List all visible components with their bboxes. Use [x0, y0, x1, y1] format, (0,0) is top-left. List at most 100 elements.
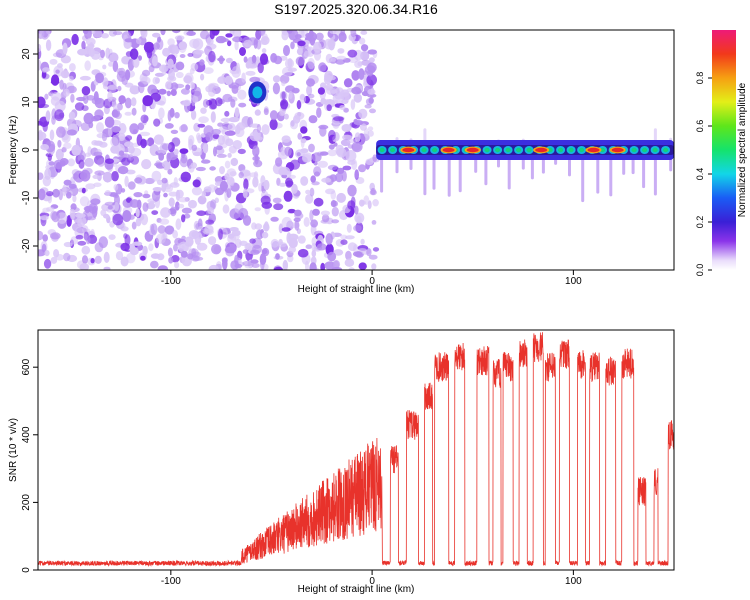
- noise-blob: [278, 223, 284, 234]
- noise-blob: [180, 171, 191, 183]
- noise-blob: [238, 171, 244, 179]
- noise-blob: [312, 208, 320, 216]
- band-node-core: [390, 147, 396, 153]
- snr-series-line: [38, 332, 674, 568]
- noise-blob: [42, 67, 51, 73]
- noise-blob: [108, 125, 113, 138]
- noise-blob: [127, 181, 136, 190]
- noise-blob: [220, 117, 231, 123]
- noise-blob: [133, 192, 143, 198]
- noise-blob: [293, 217, 301, 222]
- noise-blob: [218, 126, 228, 133]
- noise-blob: [152, 187, 163, 192]
- noise-blob: [261, 124, 270, 135]
- noise-blob: [309, 209, 314, 222]
- noise-blob: [112, 31, 123, 36]
- noise-blob: [49, 58, 58, 65]
- noise-blob: [46, 206, 55, 212]
- noise-blob: [193, 86, 202, 97]
- noise-blob: [91, 140, 99, 146]
- noise-blob: [227, 123, 236, 132]
- noise-blob: [108, 61, 114, 67]
- noise-blob: [372, 154, 378, 162]
- noise-blob: [142, 95, 153, 107]
- noise-blob: [42, 121, 48, 132]
- x-tick-label: 0: [369, 576, 375, 587]
- noise-blob: [281, 91, 286, 100]
- noise-blob: [284, 146, 292, 157]
- noise-blob: [201, 159, 211, 164]
- noise-blob: [174, 83, 185, 89]
- noise-blob: [368, 57, 375, 63]
- band-streak: [423, 156, 427, 196]
- noise-blob: [44, 250, 50, 257]
- noise-blob: [52, 188, 60, 198]
- noise-blob: [208, 82, 219, 89]
- noise-blob: [45, 110, 51, 122]
- noise-blob: [270, 238, 279, 248]
- noise-blob: [117, 85, 122, 92]
- noise-blob: [340, 89, 350, 97]
- noise-blob: [367, 88, 376, 95]
- noise-blob: [358, 68, 365, 80]
- noise-blob: [241, 72, 246, 83]
- noise-blob: [256, 123, 262, 133]
- noise-blob: [111, 171, 119, 182]
- noise-blob: [54, 100, 66, 112]
- noise-blob: [318, 124, 329, 130]
- noise-blob: [117, 166, 129, 175]
- noise-blob: [105, 158, 114, 164]
- noise-blob: [276, 242, 287, 248]
- noise-blob: [281, 227, 291, 232]
- noise-blob: [367, 126, 374, 131]
- snr-ylabel: SNR (10 * v/v): [8, 418, 19, 482]
- noise-blob: [162, 47, 171, 57]
- band-streak: [432, 156, 436, 190]
- noise-blob: [174, 261, 180, 269]
- noise-blob: [131, 221, 137, 230]
- band-node-core: [505, 147, 511, 153]
- noise-blob: [141, 159, 152, 170]
- noise-blob: [312, 152, 322, 163]
- noise-blob: [225, 57, 233, 64]
- noise-blob: [40, 215, 49, 221]
- noise-blob: [269, 110, 278, 121]
- noise-blob: [217, 135, 225, 146]
- noise-blob: [57, 139, 62, 148]
- noise-blob: [135, 217, 142, 227]
- noise-blob: [166, 152, 171, 163]
- noise-blob: [46, 191, 54, 197]
- spectrogram-ylabel: Frequency (Hz): [8, 116, 19, 185]
- noise-blob: [345, 250, 352, 261]
- peak-blob-core: [252, 86, 263, 99]
- noise-blob: [80, 122, 91, 131]
- noise-blob: [188, 199, 197, 209]
- noise-blob: [252, 176, 259, 188]
- y-tick-label: 0: [21, 567, 32, 573]
- noise-blob: [217, 122, 224, 127]
- noise-blob: [346, 223, 352, 233]
- noise-blob: [63, 241, 73, 248]
- noise-blob: [85, 37, 96, 46]
- noise-blob: [187, 52, 194, 57]
- noise-blob: [82, 255, 88, 264]
- noise-blob: [281, 135, 291, 143]
- snr-xlabel: Height of straight line (km): [298, 584, 415, 595]
- noise-blob: [94, 109, 104, 120]
- noise-blob: [113, 201, 120, 212]
- noise-blob: [151, 55, 158, 67]
- noise-blob: [180, 101, 191, 106]
- noise-blob: [191, 186, 203, 196]
- noise-blob: [244, 243, 252, 250]
- noise-blob: [161, 161, 170, 168]
- band-streak: [507, 156, 511, 190]
- noise-blob: [138, 82, 145, 94]
- noise-blob: [84, 30, 92, 40]
- noise-blob: [157, 225, 166, 234]
- noise-blob: [49, 232, 61, 240]
- noise-blob: [363, 70, 368, 76]
- noise-blob: [79, 196, 90, 207]
- noise-blob: [272, 75, 281, 83]
- noise-blob: [87, 146, 92, 156]
